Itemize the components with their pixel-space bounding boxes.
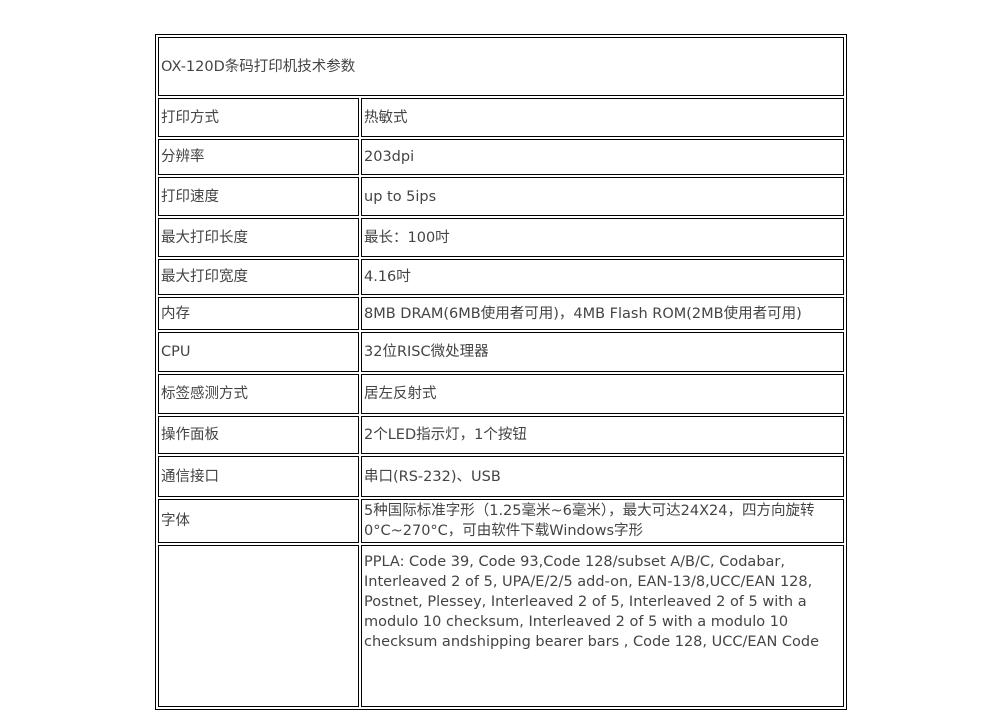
- spec-value: 32位RISC微处理器: [361, 332, 844, 372]
- table-row: 内存 8MB DRAM(6MB使用者可用)，4MB Flash ROM(2MB使用…: [158, 297, 844, 330]
- table-row: 通信接口 串口(RS-232)、USB: [158, 456, 844, 497]
- spec-value: PPLA: Code 39, Code 93,Code 128/subset A…: [361, 545, 844, 707]
- table-row: 最大打印宽度 4.16吋: [158, 259, 844, 295]
- spec-table: OX-120D条码打印机技术参数 打印方式 热敏式 分辨率 203dpi 打印速度 up …: [155, 34, 847, 710]
- spec-value: up to 5ips: [361, 177, 844, 216]
- spec-label: 最大打印宽度: [158, 259, 359, 295]
- spec-value: 2个LED指示灯，1个按钮: [361, 416, 844, 454]
- table-title: OX-120D条码打印机技术参数: [158, 37, 844, 96]
- spec-label: 分辨率: [158, 139, 359, 175]
- table-row: 打印速度 up to 5ips: [158, 177, 844, 216]
- spec-label: 打印方式: [158, 98, 359, 137]
- spec-value: 8MB DRAM(6MB使用者可用)，4MB Flash ROM(2MB使用者可…: [361, 297, 844, 330]
- spec-label: 操作面板: [158, 416, 359, 454]
- table-row: 标签感测方式 居左反射式: [158, 374, 844, 414]
- table-row: 字体 5种国际标准字形（1.25毫米~6毫米），最大可达24X24，四方向旋转0°…: [158, 499, 844, 543]
- table-row: 操作面板 2个LED指示灯，1个按钮: [158, 416, 844, 454]
- spec-value: 5种国际标准字形（1.25毫米~6毫米），最大可达24X24，四方向旋转0°C~…: [361, 499, 844, 543]
- spec-label: 内存: [158, 297, 359, 330]
- spec-label: 标签感测方式: [158, 374, 359, 414]
- table-row: PPLA: Code 39, Code 93,Code 128/subset A…: [158, 545, 844, 707]
- spec-label: 最大打印长度: [158, 218, 359, 257]
- table-row: CPU 32位RISC微处理器: [158, 332, 844, 372]
- spec-value: 串口(RS-232)、USB: [361, 456, 844, 497]
- table-row: 打印方式 热敏式: [158, 98, 844, 137]
- spec-label: 打印速度: [158, 177, 359, 216]
- table-row: 分辨率 203dpi: [158, 139, 844, 175]
- spec-label: 通信接口: [158, 456, 359, 497]
- table-row: 最大打印长度 最长：100吋: [158, 218, 844, 257]
- spec-value: 203dpi: [361, 139, 844, 175]
- spec-value: 最长：100吋: [361, 218, 844, 257]
- spec-value: 4.16吋: [361, 259, 844, 295]
- spec-value: 居左反射式: [361, 374, 844, 414]
- table-title-row: OX-120D条码打印机技术参数: [158, 37, 844, 96]
- spec-label: 字体: [158, 499, 359, 543]
- spec-label: CPU: [158, 332, 359, 372]
- spec-value: 热敏式: [361, 98, 844, 137]
